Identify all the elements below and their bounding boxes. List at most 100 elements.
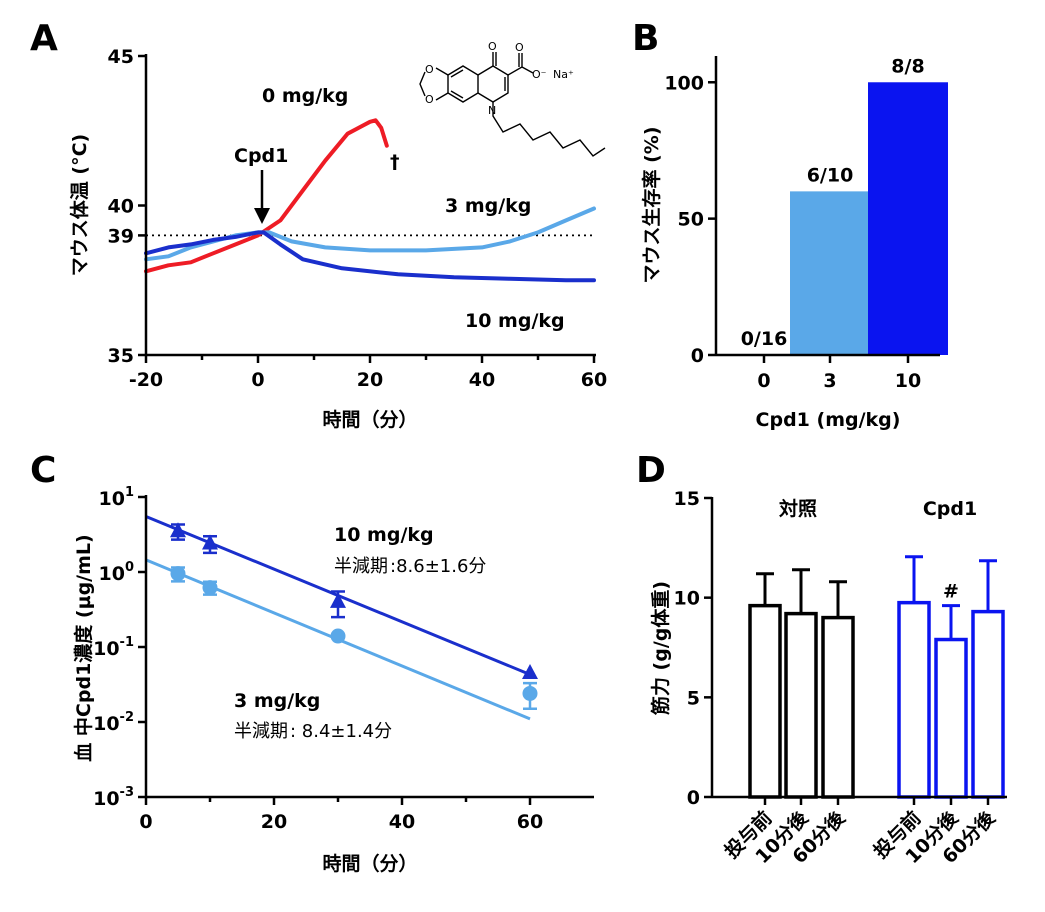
panel-c-point-1-2	[330, 628, 346, 644]
panel-c-point-1-0	[170, 566, 186, 582]
panel-b-value-label-1: 6/10	[807, 164, 854, 186]
cpd1-arrow-head	[254, 208, 270, 224]
panel-d-letter: D	[636, 450, 666, 491]
panel-d-errbar-0-0	[756, 572, 774, 606]
panel-d-bar-1-1	[934, 637, 968, 799]
panel-c: C 101 100 10-1 10-2 10-30 20 40 60 血 中Cpd1濃度 (µ…	[30, 450, 594, 875]
panel-c-ytick-label-4: 10-3	[93, 785, 134, 810]
panel-a-xtick-label-4: 60	[581, 369, 607, 391]
panel-c-ytick-label-1: 100	[99, 560, 135, 585]
panel-d-bar-0-0	[748, 603, 782, 799]
panel-b-bar-2	[868, 82, 948, 355]
panel-d-ytick-label-1: 5	[687, 687, 700, 709]
panel-c-plot: 101 100 10-1 10-2 10-30 20 40 60	[93, 485, 594, 833]
panel-c-xlabel: 時間（分）	[322, 852, 417, 875]
struct-na: Na⁺	[553, 68, 574, 81]
panel-c-point-1-3	[522, 685, 538, 701]
panel-c-halflife-label-1: 半減期	[234, 721, 288, 742]
struct-o4: O	[515, 41, 524, 54]
panel-c-series-label-0: 10 mg/kg	[334, 524, 434, 546]
panel-c-point-1-1	[202, 580, 218, 596]
panel-a-series-label-1: 3 mg/kg	[445, 195, 531, 217]
panel-b-xtick-label-0: 0	[757, 370, 770, 392]
panel-a-letter: A	[30, 18, 58, 59]
panel-b-value-label-0: 0/16	[741, 328, 788, 350]
panel-a-ylabel: マウス体温 (°C)	[68, 134, 91, 276]
panel-c-point-0-0	[170, 522, 186, 538]
panel-a-series-line-0	[144, 118, 389, 274]
panel-d-errbar-0-1	[792, 568, 810, 614]
struct-oneg: O⁻	[532, 68, 547, 81]
panel-d-ylabel: 筋力 (g/g体重)	[649, 581, 672, 715]
panel-c-halflife-0: :8.6±1.6分	[390, 556, 486, 577]
panel-a-plot: 35 39 40 45 -20 0 20 40 60	[108, 46, 608, 391]
panel-b-ylabel: マウス生存率 (%)	[640, 126, 663, 283]
panel-c-ytick-label-0: 101	[99, 485, 135, 510]
panel-d-ytick-label-2: 10	[674, 588, 700, 610]
chemical-structure	[419, 52, 606, 157]
panel-c-ytick-label-2: 10-1	[93, 635, 134, 660]
panel-d-group-label-1: Cpd1	[923, 498, 977, 520]
panel-d-errbar-1-0	[905, 555, 923, 603]
panel-c-xtick-label-3: 60	[517, 811, 543, 833]
panel-a-series-label-0: 0 mg/kg	[262, 85, 348, 107]
panel-a-series-label-2: 10 mg/kg	[465, 310, 565, 332]
panel-b-xtick-label-2: 10	[895, 370, 921, 392]
panel-b-bar-1	[790, 191, 870, 355]
panel-a-xtick-label-3: 40	[469, 369, 495, 391]
panel-d-bar-1-2	[971, 609, 1005, 799]
struct-n: N	[488, 104, 496, 117]
panel-a-series-line-2	[144, 230, 596, 283]
panel-d-errbar-0-2	[829, 580, 847, 618]
panel-a-xlabel: 時間（分）	[322, 408, 417, 431]
panel-b-ytick-label-1: 50	[678, 209, 704, 231]
panel-a-ytick-label-0: 35	[108, 345, 134, 367]
panel-b-value-label-2: 8/8	[891, 55, 924, 77]
panel-a-ytick-label-1: 39	[108, 225, 134, 247]
panel-c-halflife-1: : 8.4±1.4分	[290, 721, 392, 742]
panel-a-xtick-label-1: 0	[251, 369, 264, 391]
chemical-labels: O O O O O⁻ Na⁺ N	[425, 40, 574, 117]
panel-c-letter: C	[30, 450, 56, 491]
panel-c-point-0-1	[202, 534, 218, 550]
panel-c-point-0-3	[522, 664, 538, 680]
panel-b-ytick-label-2: 100	[664, 72, 704, 94]
panel-b-xtick-label-1: 3	[823, 370, 836, 392]
struct-o1: O	[425, 63, 434, 76]
panel-b-ytick-label-0: 0	[691, 345, 704, 367]
death-dagger: †	[390, 151, 400, 173]
panel-c-halflife-label-0: 半減期	[334, 556, 388, 577]
panel-d-bar-1-0	[897, 600, 931, 799]
panel-c-series-label-1: 3 mg/kg	[234, 690, 320, 712]
panel-d-ytick-label-3: 15	[674, 488, 700, 510]
panel-d-group-label-0: 対照	[778, 497, 817, 520]
panel-c-point-0-2	[330, 592, 346, 608]
panel-d-errbar-1-2	[979, 559, 997, 612]
panel-c-ylabel: 血 中Cpd1濃度 (µg/mL)	[72, 534, 95, 761]
panel-a-ytick-label-2: 40	[108, 196, 134, 218]
panel-d-bar-0-2	[821, 615, 855, 799]
panel-c-xtick-label-2: 40	[389, 811, 415, 833]
panel-d-bar-0-1	[784, 611, 818, 799]
panel-a-series-line-1	[144, 206, 596, 262]
panel-a-xtick-label-0: -20	[129, 369, 163, 391]
panel-a-ytick-label-3: 45	[108, 46, 134, 68]
panel-b-letter: B	[632, 18, 659, 59]
struct-o3: O	[488, 40, 497, 53]
panel-d-significance-mark-1-1: #	[943, 581, 959, 603]
struct-o2: O	[425, 93, 434, 106]
panel-c-xtick-label-0: 0	[139, 811, 152, 833]
panel-a: A 35 39 40 45 -20 0 20 40 60 マウス体温 (°C) 時間（分） 0 …	[30, 18, 607, 431]
panel-d-errbar-1-1	[942, 604, 960, 640]
panel-d-ytick-label-0: 0	[687, 787, 700, 809]
panel-c-xtick-label-1: 20	[261, 811, 287, 833]
panel-a-xtick-label-2: 20	[357, 369, 383, 391]
panel-b-xlabel: Cpd1 (mg/kg)	[756, 409, 901, 431]
cpd1-arrow-label: Cpd1	[234, 145, 288, 167]
panel-c-ytick-label-3: 10-2	[93, 710, 134, 735]
